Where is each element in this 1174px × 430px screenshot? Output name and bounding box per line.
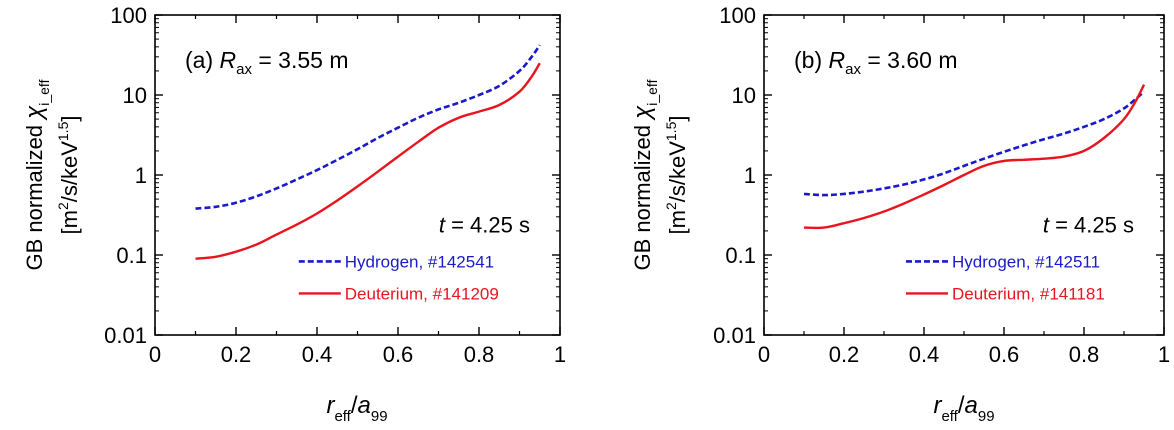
y-axis-label-line2: [m2/s/keV1.5] [55,116,82,235]
y-tick-label: 1 [744,163,756,188]
r-ax-value: = 3.60 m [861,47,958,73]
legend-label: Deuterium, #141209 [345,284,499,303]
y-label-unit-mid: /s/keV [665,141,690,202]
y-axis-label-line1: GB normalized χi_eff [21,79,52,270]
x-label-r: r [326,392,335,419]
x-label-r: r [933,392,942,419]
y-axis-label-line2: [m2/s/keV1.5] [663,116,690,235]
y-label-chi: χ [629,105,656,121]
y-label-gb-normalized: GB normalized [630,119,655,271]
time-annotation: t = 4.25 s [1043,213,1134,238]
y-label-chi-sub: i_eff [644,79,660,105]
x-tick-label: 0 [758,342,770,367]
x-label-slash: / [351,392,358,419]
y-label-gb-normalized: GB normalized [22,119,47,271]
x-tick-label: 1 [554,342,566,367]
chart-panel-a: 0 0.2 0.4 0.6 0.8 1 0.01 0.1 1 10 100 Hydrogen, #14… [21,3,566,425]
r-ax-value: = 3.55 m [252,47,349,73]
y-tick-label: 0.01 [104,323,147,348]
series-line-hydrogen [803,90,1145,197]
y-tick-label: 100 [110,3,147,28]
x-axis-label: reff/a99 [933,392,994,425]
panel-letter: (a) [185,47,220,73]
y-axis-label-line1: GB normalized χi_eff [629,79,660,270]
y-label-unit-m: [m [57,210,82,234]
x-tick-label: 0.4 [909,342,940,367]
r-ax-subscript: ax [236,61,252,78]
legend-label: Hydrogen, #142511 [952,252,1100,271]
panel-letter: (b) [794,47,829,73]
y-tick-label: 0.1 [116,243,147,268]
y-label-sup-2: 2 [55,202,71,210]
x-label-a: a [965,392,978,419]
series-line-hydrogen [195,44,541,210]
panel-label: (b) Rax = 3.60 m [794,47,958,78]
x-label-sub-eff: eff [941,408,958,425]
x-label-a: a [358,392,371,419]
y-tick-label: 10 [732,83,756,108]
x-axis-label: reff/a99 [326,392,387,425]
legend-label: Hydrogen, #142541 [345,252,494,271]
chart-panel-b: 0 0.2 0.4 0.6 0.8 1 0.01 0.1 1 10 100 Hydrogen, #14… [629,3,1170,425]
y-tick-label: 0.1 [725,243,756,268]
y-label-sup-1-5: 1.5 [663,121,679,141]
y-tick-label: 1 [135,163,147,188]
r-ax-symbol: R [220,47,237,73]
y-label-chi: χ [21,105,48,121]
y-tick-label: 0.01 [713,323,756,348]
y-label-sup-2: 2 [663,202,679,210]
y-label-unit-close: ] [57,116,82,122]
y-label-chi-sub: i_eff [36,79,52,105]
x-tick-label: 0.2 [829,342,860,367]
x-label-slash: / [958,392,965,419]
series-line-deuterium [195,62,541,260]
x-tick-label: 0.8 [464,342,495,367]
x-tick-label: 0.6 [383,342,414,367]
x-label-sub-99: 99 [978,408,995,425]
x-tick-label: 1 [1158,342,1170,367]
r-ax-symbol: R [829,47,846,73]
time-symbol: t [439,213,446,238]
x-tick-label: 0 [149,342,161,367]
y-label-unit-mid: /s/keV [57,141,82,202]
time-annotation: t = 4.25 s [439,213,530,238]
x-tick-label: 0.6 [989,342,1020,367]
y-label-unit-m: [m [665,210,690,234]
x-label-sub-eff: eff [334,408,351,425]
y-tick-label: 10 [123,83,147,108]
y-label-sup-1-5: 1.5 [55,121,71,141]
x-tick-label: 0.2 [221,342,252,367]
r-ax-subscript: ax [845,61,861,78]
x-tick-label: 0.8 [1069,342,1100,367]
y-tick-label: 100 [719,3,756,28]
time-value: = 4.25 s [1049,213,1134,238]
time-symbol: t [1043,213,1050,238]
x-label-sub-99: 99 [371,408,388,425]
panel-label: (a) Rax = 3.55 m [185,47,349,78]
time-value: = 4.25 s [445,213,530,238]
x-tick-label: 0.4 [302,342,333,367]
legend-label: Deuterium, #141181 [952,284,1105,303]
series-line-deuterium [803,84,1146,230]
y-label-unit-close: ] [665,116,690,122]
